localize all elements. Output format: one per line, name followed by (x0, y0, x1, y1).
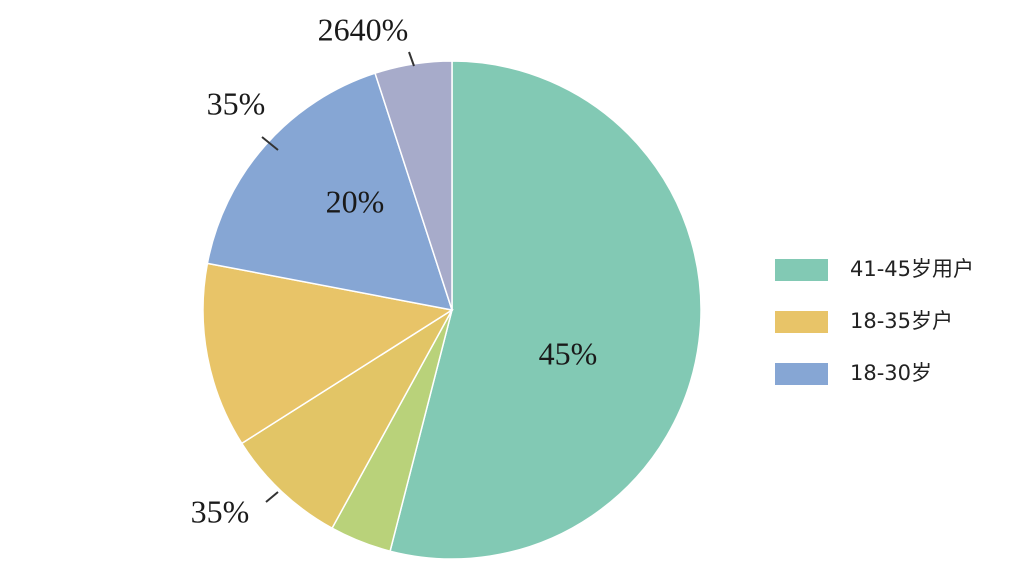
slice-label: 20% (326, 183, 385, 219)
pie-slice (202, 262, 455, 445)
legend-swatch (775, 311, 828, 333)
slice-label: 35% (207, 85, 266, 121)
slice-label: 35% (191, 493, 250, 529)
slice-label: 45% (539, 335, 598, 371)
legend-swatch (775, 259, 828, 281)
leader-line (265, 491, 279, 503)
legend-label: 18-35岁户 (850, 309, 953, 333)
legend-label: 18-30岁 (850, 361, 932, 385)
legend-label: 41-45岁用户 (850, 257, 974, 281)
pie-slice (389, 60, 702, 560)
slice-label: 2640% (318, 11, 409, 47)
leader-line (408, 51, 415, 67)
pie-slice (240, 309, 453, 530)
leader-line (261, 136, 279, 151)
legend-swatch (775, 363, 828, 385)
pie-slice (206, 72, 454, 311)
